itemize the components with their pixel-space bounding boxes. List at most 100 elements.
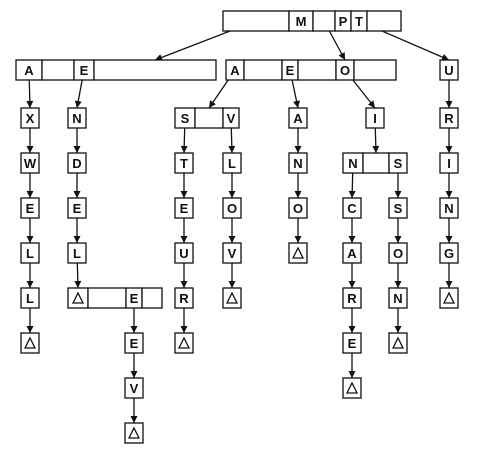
- arrowhead-icon: [394, 326, 402, 333]
- node-cell: [174, 242, 194, 264]
- node-letter: L: [26, 246, 34, 261]
- node-letter: V: [228, 246, 237, 261]
- trie-node-ax: X: [20, 107, 40, 129]
- node-letter: I: [373, 111, 377, 126]
- node-letter: E: [130, 291, 139, 306]
- node-letter: S: [394, 201, 403, 216]
- node-letter: A: [230, 63, 240, 78]
- node-letter: U: [444, 63, 453, 78]
- end-marker-icon: [345, 381, 359, 394]
- node-cell: [87, 287, 127, 309]
- node-cell: [366, 10, 402, 32]
- node-cell: [439, 59, 459, 81]
- node-cell: [342, 377, 362, 399]
- trie-node-ev: V: [124, 377, 144, 399]
- node-cell: [362, 152, 390, 174]
- end-marker-icon: [127, 426, 141, 439]
- trie-node-ur: R: [439, 107, 459, 129]
- arrowhead-icon: [445, 236, 453, 243]
- node-letter: E: [348, 336, 357, 351]
- trie-node-en: N: [67, 107, 87, 129]
- node-cell: [222, 242, 242, 264]
- trie-node-sn: N: [388, 287, 408, 309]
- node-letter: T: [180, 156, 188, 171]
- trie-node-aend: [20, 332, 40, 354]
- node-cell: [20, 197, 40, 219]
- node-letter: E: [130, 336, 139, 351]
- node-cell: [388, 197, 408, 219]
- node-letter: S: [394, 156, 403, 171]
- end-marker-icon: [225, 291, 239, 304]
- end-marker-icon: [291, 246, 305, 259]
- node-cell: [312, 10, 336, 32]
- node-letter: O: [393, 246, 403, 261]
- trie-node-ne: E: [342, 332, 362, 354]
- node-letter: E: [286, 63, 295, 78]
- node-cell: [288, 107, 308, 129]
- arrowhead-icon: [26, 281, 34, 288]
- node-cell: [174, 197, 194, 219]
- node-cell: [93, 59, 217, 81]
- arrowhead-icon: [26, 146, 34, 153]
- node-letter: A: [347, 246, 357, 261]
- node-cell: [388, 242, 408, 264]
- arrowhead-icon: [26, 100, 34, 108]
- node-letter: V: [227, 111, 236, 126]
- trie-node-el: L: [67, 242, 87, 264]
- node-cell: [388, 332, 408, 354]
- arrowhead-icon: [180, 281, 188, 288]
- trie-node-na: A: [342, 242, 362, 264]
- node-cell: [67, 152, 87, 174]
- arrowhead-icon: [180, 236, 188, 243]
- node-cell: [353, 59, 397, 81]
- arrowhead-icon: [180, 326, 188, 333]
- trie-node-nc: C: [342, 197, 362, 219]
- arrowhead-icon: [228, 145, 236, 153]
- node-cell: [222, 10, 290, 32]
- trie-node-eao: O: [288, 197, 308, 219]
- node-cell: [67, 197, 87, 219]
- arrowhead-icon: [367, 100, 375, 108]
- node-letter: A: [24, 63, 34, 78]
- end-marker-icon: [71, 291, 85, 304]
- trie-node-eend: [124, 422, 144, 444]
- arrowhead-icon: [445, 146, 453, 153]
- node-cell: [174, 287, 194, 309]
- node-cell: [141, 287, 163, 309]
- end-marker-icon: [442, 291, 456, 304]
- node-letter: R: [444, 111, 454, 126]
- node-cell: [342, 197, 362, 219]
- node-letter: M: [296, 14, 307, 29]
- arrowhead-icon: [441, 54, 449, 61]
- arrowhead-icon: [26, 191, 34, 198]
- node-letter: V: [130, 381, 139, 396]
- arrowhead-icon: [180, 191, 188, 198]
- node-cell: [342, 242, 362, 264]
- node-cell: [439, 287, 459, 309]
- arrowhead-icon: [445, 191, 453, 198]
- arrowhead-icon: [394, 236, 402, 243]
- arrowhead-icon: [338, 52, 345, 60]
- node-letter: G: [444, 246, 454, 261]
- node-cell: [222, 197, 242, 219]
- node-letter: N: [293, 156, 302, 171]
- node-cell: [67, 107, 87, 129]
- node-letter: X: [26, 111, 35, 126]
- trie-node-uend: [439, 287, 459, 309]
- arrowhead-icon: [228, 191, 236, 198]
- node-letter: N: [444, 201, 453, 216]
- node-cell: [439, 242, 459, 264]
- arrowhead-icon: [348, 371, 356, 378]
- arrowhead-icon: [73, 146, 81, 153]
- arrowhead-icon: [74, 100, 82, 108]
- trie-node-oi: I: [365, 107, 385, 129]
- arrowhead-icon: [348, 326, 356, 333]
- node-letter: O: [227, 201, 237, 216]
- arrowhead-icon: [228, 236, 236, 243]
- arrowhead-icon: [294, 236, 302, 243]
